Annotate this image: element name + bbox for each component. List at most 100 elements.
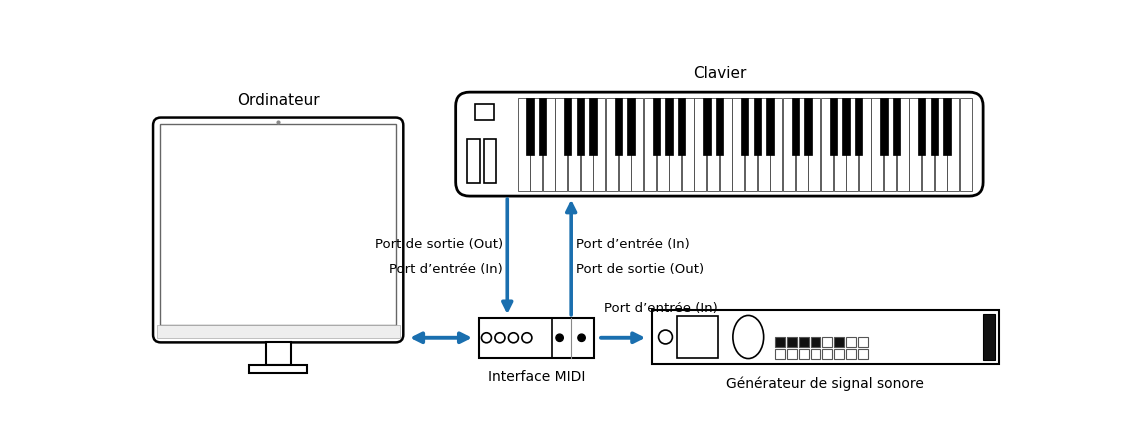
Bar xyxy=(518,97,529,191)
Bar xyxy=(821,97,832,191)
Bar xyxy=(569,97,580,191)
Circle shape xyxy=(556,334,563,342)
Bar xyxy=(799,349,809,359)
Bar xyxy=(931,97,938,155)
Bar xyxy=(681,97,694,191)
Bar xyxy=(811,337,820,347)
Bar xyxy=(716,97,723,155)
Bar xyxy=(766,97,774,155)
Bar xyxy=(160,124,396,325)
Bar xyxy=(157,325,399,338)
Bar xyxy=(775,349,785,359)
Bar xyxy=(787,349,796,359)
Bar xyxy=(581,97,592,191)
Bar xyxy=(884,97,896,191)
Bar xyxy=(783,97,795,191)
Bar xyxy=(632,97,643,191)
Bar xyxy=(880,97,888,155)
Bar xyxy=(834,97,846,191)
Bar xyxy=(754,97,761,155)
Text: Ordinateur: Ordinateur xyxy=(237,93,319,108)
Bar xyxy=(744,97,757,191)
Bar xyxy=(943,97,951,155)
Bar xyxy=(770,97,783,191)
Bar xyxy=(787,337,796,347)
Text: Générateur de signal sonore: Générateur de signal sonore xyxy=(726,376,924,391)
Text: Interface MIDI: Interface MIDI xyxy=(487,370,585,384)
Bar xyxy=(909,97,922,191)
Bar xyxy=(467,139,479,183)
Bar xyxy=(804,97,812,155)
Bar xyxy=(822,349,832,359)
Bar xyxy=(795,97,808,191)
Bar xyxy=(484,139,496,183)
Bar xyxy=(527,97,534,155)
Bar xyxy=(829,97,837,155)
Bar xyxy=(935,97,946,191)
Bar xyxy=(590,97,597,155)
Bar xyxy=(857,337,867,347)
Bar xyxy=(918,97,925,155)
Bar xyxy=(478,318,594,358)
Text: Port d’entrée (In): Port d’entrée (In) xyxy=(575,238,689,251)
Bar xyxy=(922,97,934,191)
Bar xyxy=(652,310,998,364)
Bar xyxy=(855,97,862,155)
Bar xyxy=(677,316,719,358)
Text: Port d’entrée (In): Port d’entrée (In) xyxy=(389,263,503,276)
Bar xyxy=(266,342,291,366)
Bar xyxy=(811,349,820,359)
Bar xyxy=(948,97,959,191)
Bar xyxy=(695,97,706,191)
Bar xyxy=(872,97,883,191)
Bar xyxy=(846,349,856,359)
Bar xyxy=(644,97,656,191)
Ellipse shape xyxy=(733,316,764,358)
Bar xyxy=(775,337,785,347)
FancyBboxPatch shape xyxy=(153,118,404,342)
Bar xyxy=(834,349,844,359)
Bar xyxy=(576,97,584,155)
Bar xyxy=(249,366,307,373)
Bar xyxy=(799,337,809,347)
Bar xyxy=(475,105,494,120)
Bar xyxy=(669,97,681,191)
Bar xyxy=(543,97,555,191)
Bar xyxy=(732,97,744,191)
Circle shape xyxy=(522,333,532,343)
Bar xyxy=(897,97,909,191)
Bar xyxy=(846,337,856,347)
Bar xyxy=(834,337,844,347)
Bar xyxy=(606,97,618,191)
Bar xyxy=(555,97,567,191)
Bar xyxy=(564,97,572,155)
Bar xyxy=(792,97,799,155)
Bar xyxy=(893,97,900,155)
Text: Port de sortie (Out): Port de sortie (Out) xyxy=(374,238,503,251)
FancyBboxPatch shape xyxy=(456,92,984,196)
Bar xyxy=(653,97,660,155)
Bar xyxy=(666,97,672,155)
Bar xyxy=(618,97,631,191)
Circle shape xyxy=(495,333,505,343)
Bar xyxy=(530,97,543,191)
Text: Port d’entrée (In): Port d’entrée (In) xyxy=(603,302,717,315)
Bar xyxy=(678,97,686,155)
Circle shape xyxy=(509,333,519,343)
Bar xyxy=(627,97,635,155)
Bar xyxy=(843,97,849,155)
Text: Port de sortie (Out): Port de sortie (Out) xyxy=(575,263,704,276)
Bar xyxy=(758,97,769,191)
Bar xyxy=(858,97,871,191)
Bar xyxy=(656,97,669,191)
Bar xyxy=(707,97,720,191)
Bar xyxy=(703,97,711,155)
Bar xyxy=(593,97,606,191)
Bar xyxy=(741,97,749,155)
Bar xyxy=(615,97,622,155)
Bar xyxy=(809,97,820,191)
Circle shape xyxy=(578,334,585,342)
Bar xyxy=(846,97,858,191)
Text: Clavier: Clavier xyxy=(693,66,746,81)
Circle shape xyxy=(659,330,672,344)
